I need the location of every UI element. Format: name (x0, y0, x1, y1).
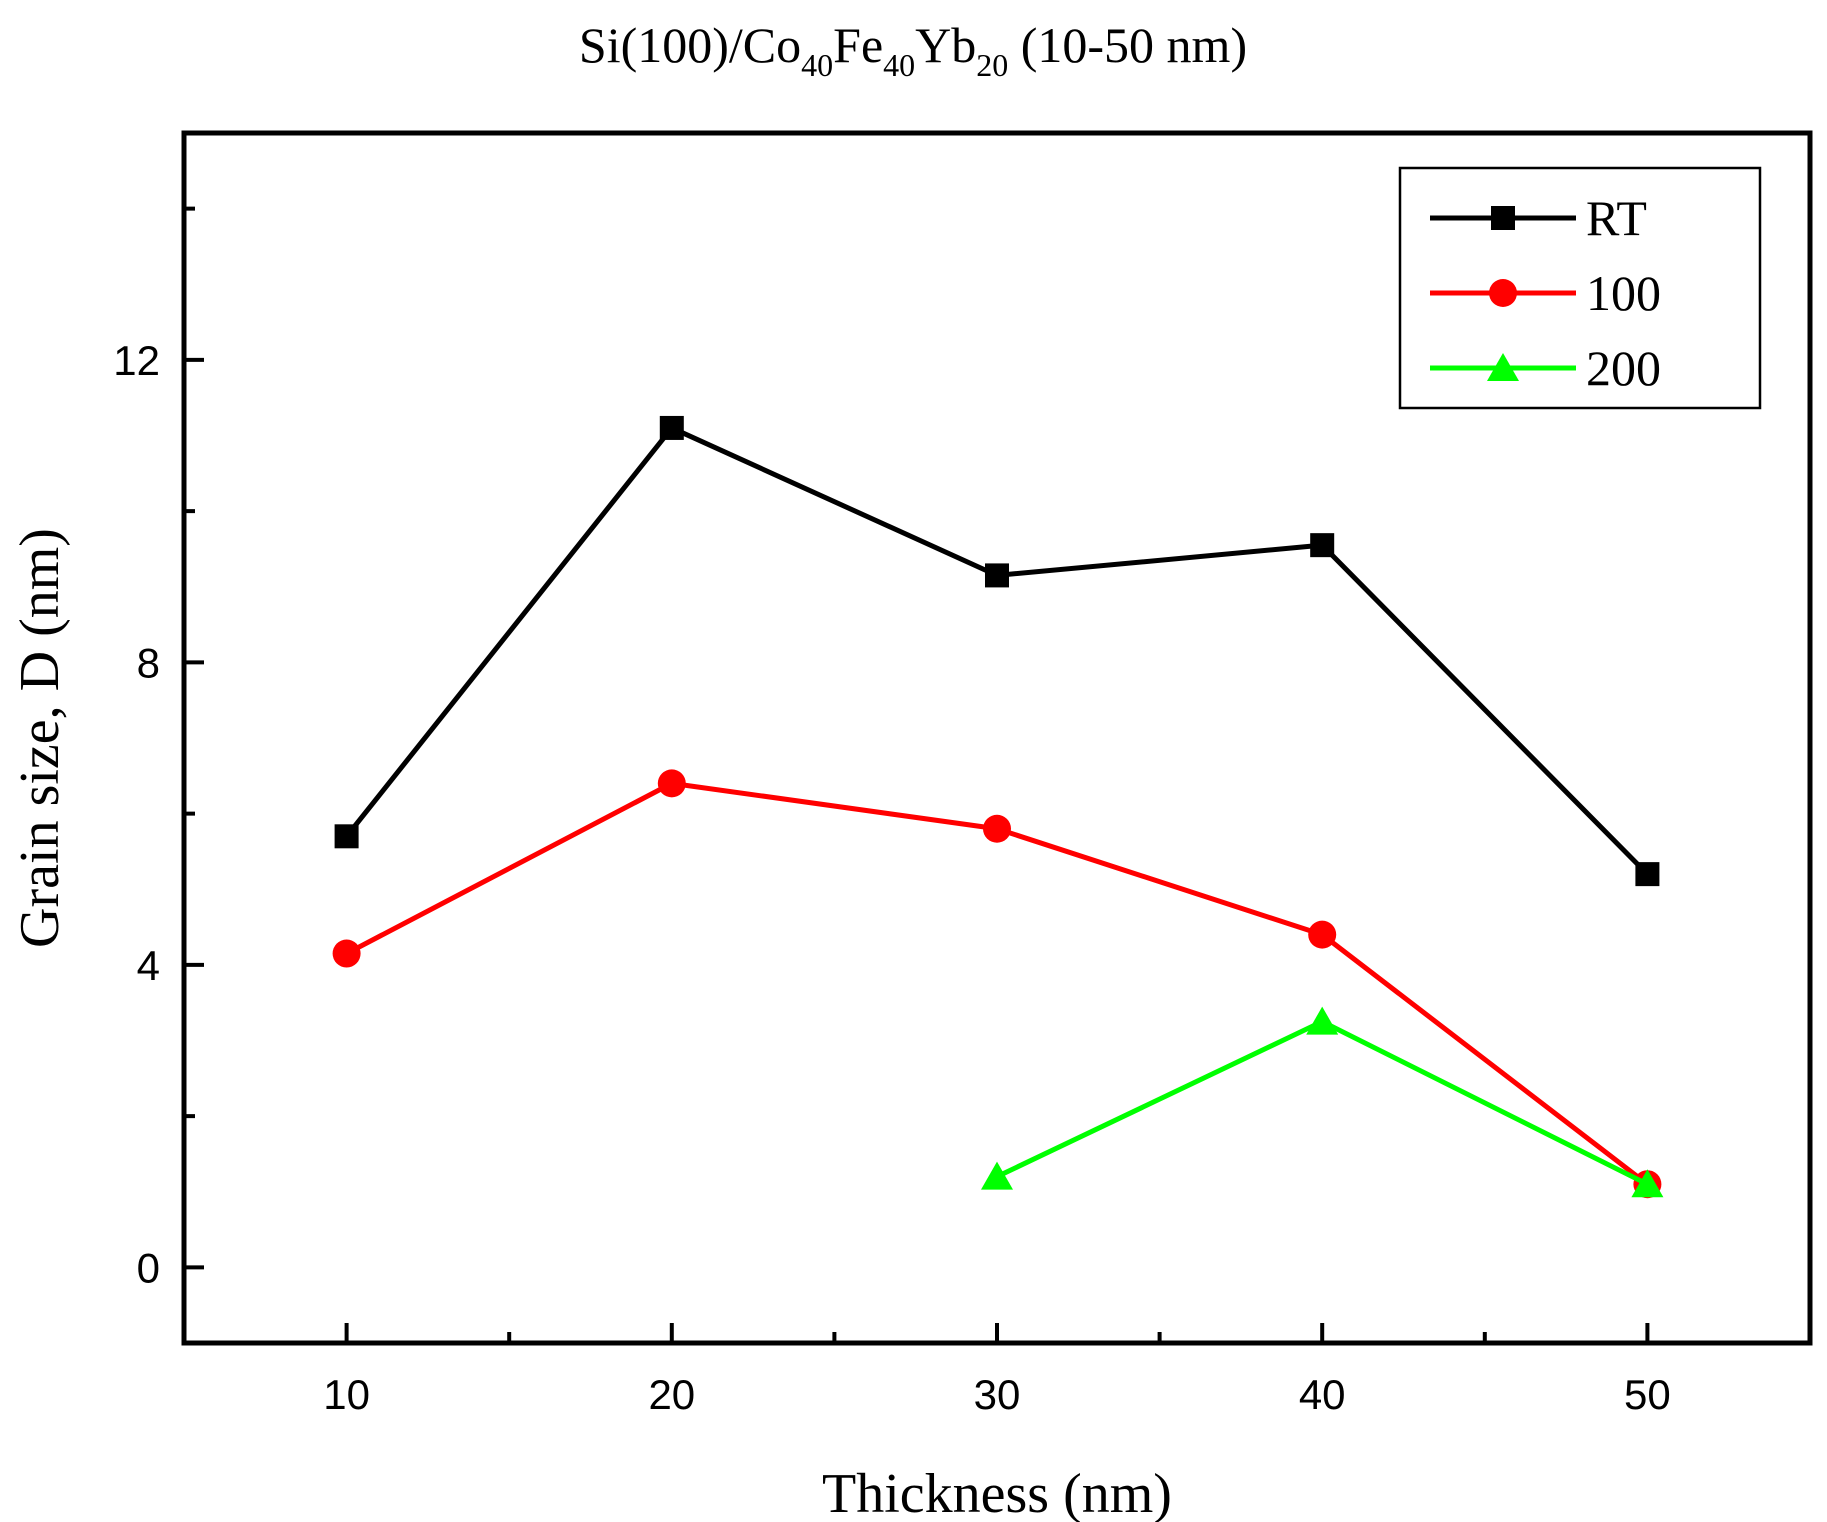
data-point-100 (1308, 920, 1337, 949)
data-point-rt (985, 563, 1009, 588)
title-sub1: 40 (801, 47, 833, 83)
data-point-rt (334, 824, 359, 849)
legend-marker (1489, 279, 1517, 307)
data-point-200 (1631, 1169, 1664, 1198)
legend-entry-rt: RT (1430, 190, 1647, 246)
series-line-100 (345, 780, 1649, 1187)
x-tick-label: 50 (1624, 1371, 1671, 1418)
series-rt (334, 415, 1660, 887)
legend: RT 100 200 (1398, 166, 1762, 410)
series-100 (332, 769, 1662, 1199)
data-point-200 (981, 1161, 1013, 1190)
data-point-rt (659, 415, 684, 440)
series-line-200 (995, 1019, 1649, 1187)
data-point-100 (657, 769, 686, 798)
y-tick-label: 8 (137, 639, 160, 686)
data-point-rt (1310, 533, 1335, 558)
x-tick-label: 30 (974, 1371, 1021, 1418)
title-sub2: 40 (883, 47, 915, 83)
legend-entry-200: 200 (1430, 340, 1661, 396)
x-axis-label: Thickness (nm) (822, 1463, 1172, 1522)
axis-tick-labels: 10 20 30 40 50 0 4 8 12 (113, 337, 1670, 1418)
title-suffix: (10-50 nm) (1008, 17, 1247, 73)
axis-ticks (184, 206, 1650, 1343)
x-tick-label: 10 (323, 1371, 370, 1418)
series-200 (981, 1006, 1664, 1198)
title-mid2: Yb (915, 17, 976, 73)
data-point-200 (1306, 1006, 1339, 1035)
y-tick-label: 12 (113, 337, 160, 384)
series-layer (332, 415, 1664, 1199)
data-point-100 (983, 814, 1011, 843)
legend-box (1398, 166, 1762, 410)
y-axis-label: Grain size, D (nm) (9, 528, 71, 948)
legend-label: 100 (1586, 265, 1661, 321)
legend-label: RT (1586, 190, 1647, 246)
title-mid1: Fe (833, 17, 883, 73)
x-tick-label: 40 (1299, 1371, 1346, 1418)
legend-entry-100: 100 (1430, 265, 1661, 321)
legend-marker (1491, 206, 1515, 230)
x-tick-label: 20 (648, 1371, 695, 1418)
series-line-rt (344, 425, 1650, 876)
data-point-rt (1635, 862, 1660, 887)
legend-marker (1487, 353, 1519, 381)
legend-label: 200 (1586, 340, 1661, 396)
title-prefix: Si(100)/Co (579, 17, 801, 73)
title-sub3: 20 (976, 47, 1008, 83)
chart-title: Si(100)/Co40Fe40Yb20 (10-50 nm) (579, 17, 1247, 83)
y-tick-label: 4 (137, 942, 160, 989)
y-tick-label: 0 (137, 1244, 160, 1291)
data-point-100 (332, 939, 361, 968)
